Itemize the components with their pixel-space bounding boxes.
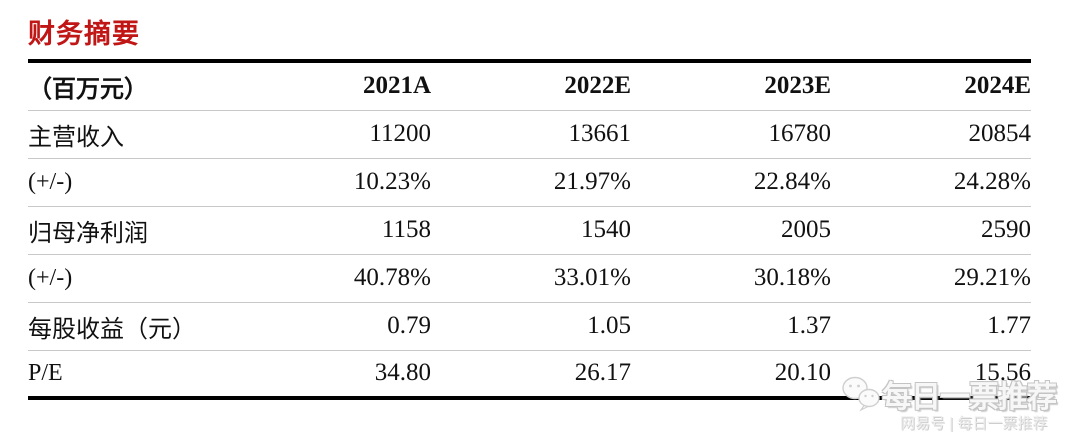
cell-value: 33.01% — [553, 264, 631, 291]
year-header-2022E: 2022E — [564, 72, 631, 100]
row-label: P/E — [28, 359, 63, 386]
cell-value: 20854 — [968, 120, 1032, 147]
cell-value: 2590 — [981, 216, 1031, 243]
row-label: (+/-) — [28, 264, 73, 291]
table-header-row: （百万元） 2021A 2022E 2023E 2024E — [28, 61, 1031, 110]
cell-value: 0.79 — [387, 312, 431, 339]
row-label: 每股收益（元） — [28, 316, 196, 343]
table-row-net-profit: 归母净利润 1158 1540 2005 2590 — [28, 206, 1031, 254]
table-row-pe: P/E 34.80 26.17 20.10 15.56 — [28, 350, 1031, 398]
cell-value: 1540 — [581, 216, 631, 243]
row-label: 主营收入 — [28, 124, 124, 151]
cell-value: 1158 — [381, 216, 431, 243]
cell-value: 30.18% — [753, 264, 831, 291]
cell-value: 1.05 — [587, 312, 631, 339]
cell-value: 2005 — [781, 216, 831, 243]
cell-value: 24.28% — [953, 168, 1031, 195]
year-header-2023E: 2023E — [764, 72, 831, 100]
cell-value: 1.37 — [787, 312, 831, 339]
watermark-footer-text: 网易号 | 每日一票推荐 — [900, 415, 1048, 432]
cell-value: 10.23% — [353, 168, 431, 195]
cell-value: 15.56 — [974, 359, 1031, 387]
cell-value: 21.97% — [553, 168, 631, 195]
cell-value: 20.10 — [774, 359, 831, 387]
cell-value: 40.78% — [353, 264, 431, 291]
table-row-eps: 每股收益（元） 0.79 1.05 1.37 1.77 — [28, 302, 1031, 350]
cell-value: 1.77 — [987, 312, 1031, 339]
year-header-2024E: 2024E — [964, 72, 1031, 100]
page-title: 财务摘要 — [28, 19, 140, 49]
cell-value: 16780 — [768, 120, 832, 147]
cell-value: 26.17 — [574, 359, 631, 387]
financial-summary-table: （百万元） 2021A 2022E 2023E 2024E 主营收入 11200… — [28, 59, 1031, 400]
cell-value: 22.84% — [753, 168, 831, 195]
cell-value: 11200 — [369, 120, 431, 147]
cell-value: 13661 — [568, 120, 632, 147]
table-row-revenue: 主营收入 11200 13661 16780 20854 — [28, 110, 1031, 158]
cell-value: 29.21% — [953, 264, 1031, 291]
year-header-2021A: 2021A — [362, 72, 431, 100]
cell-value: 34.80 — [374, 359, 431, 387]
row-label: 归母净利润 — [28, 220, 148, 247]
unit-header-cell: （百万元） — [28, 76, 148, 103]
table-row-revenue-growth: (+/-) 10.23% 21.97% 22.84% 24.28% — [28, 158, 1031, 206]
table-row-net-profit-growth: (+/-) 40.78% 33.01% 30.18% 29.21% — [28, 254, 1031, 302]
row-label: (+/-) — [28, 168, 73, 195]
